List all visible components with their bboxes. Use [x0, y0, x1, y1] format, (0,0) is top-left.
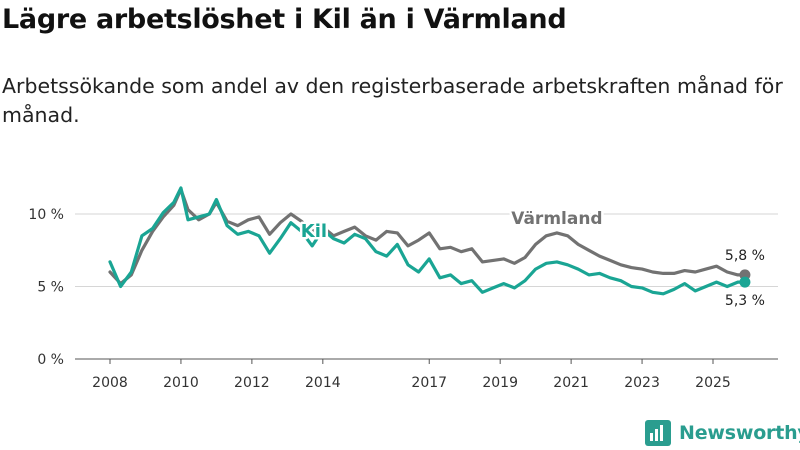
y-axis-ticks: 0 % 5 % 10 % [28, 207, 64, 368]
x-tick-label: 2021 [553, 375, 589, 391]
newsworthy-icon [645, 420, 671, 446]
x-tick-label: 2023 [624, 375, 660, 391]
series-name-label: Värmland [511, 209, 602, 229]
brand-name: Newsworthy [679, 422, 800, 444]
brand-logo: Newsworthy [645, 420, 800, 446]
series-line-vrmland [108, 187, 747, 286]
x-tick-label: 2025 [695, 375, 731, 391]
chart-title: Lägre arbetslöshet i Kil än i Värmland [2, 4, 567, 35]
x-tick-label: 2017 [411, 375, 447, 391]
gridlines [75, 213, 778, 287]
series-line-kil [108, 186, 747, 296]
y-tick-label: 5 % [37, 280, 64, 296]
y-tick-label: 0 % [37, 352, 64, 368]
series-labels: 5,8 % Värmland 5,3 % Kil [298, 206, 765, 309]
x-tick-label: 2019 [482, 375, 518, 391]
y-tick-label: 10 % [28, 207, 64, 223]
x-tick-label: 2014 [305, 375, 341, 391]
x-tick-label: 2012 [234, 375, 270, 391]
chart-subtitle: Arbetssökande som andel av den registerb… [2, 74, 783, 127]
x-tick-label: 2010 [163, 375, 199, 391]
series-end-label: 5,3 % [725, 293, 765, 309]
series-name-label: Kil [301, 221, 327, 242]
series-lines [108, 186, 751, 296]
series-end-label: 5,8 % [725, 248, 765, 264]
x-tick-label: 2008 [92, 375, 128, 391]
x-axis-ticks: 2008 2010 2012 2014 2017 2019 2021 2023 2025 [92, 359, 731, 391]
series-end-marker [739, 276, 751, 288]
